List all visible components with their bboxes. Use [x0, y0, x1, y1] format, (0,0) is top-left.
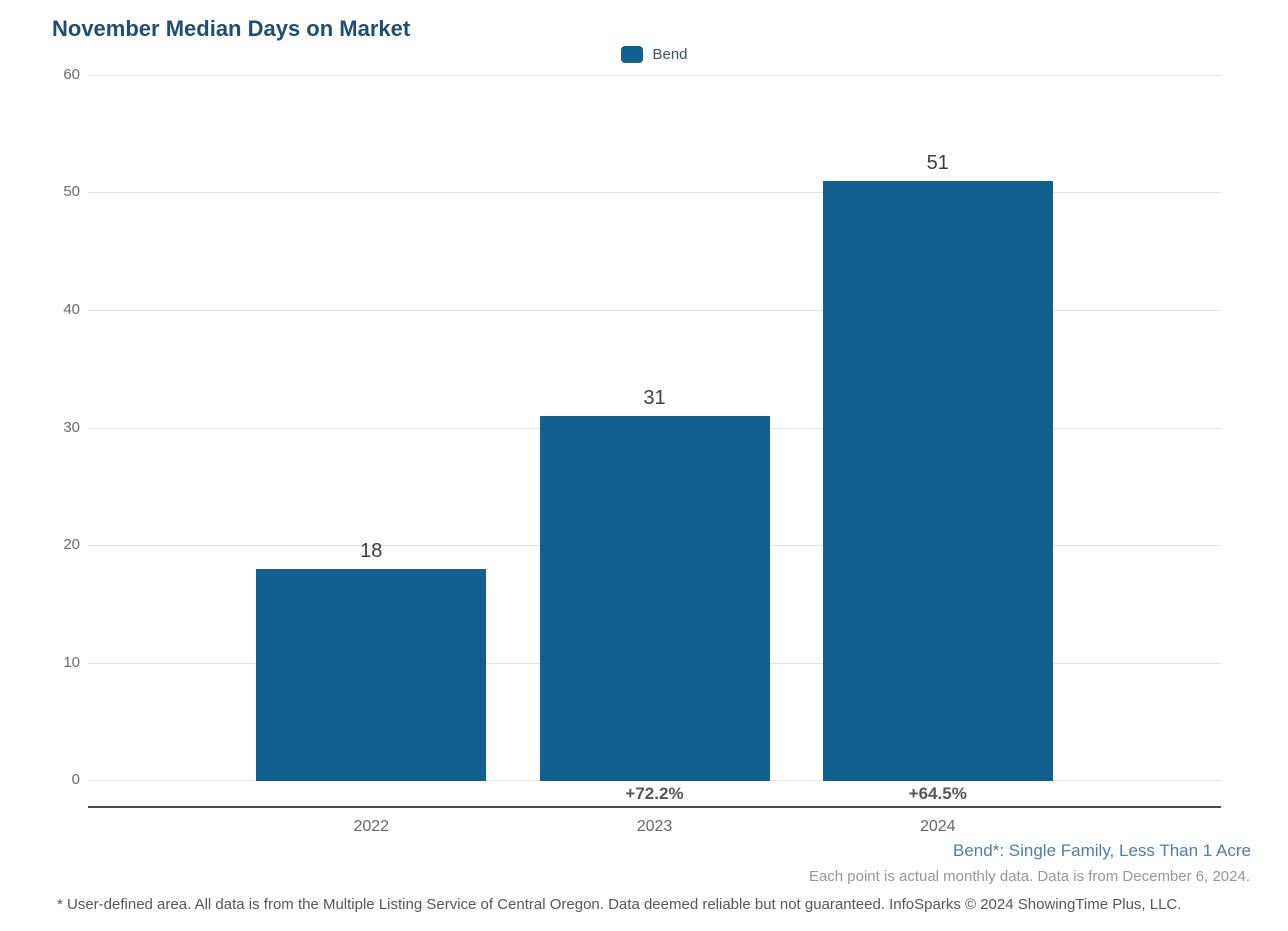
- plot-area: 18 31 51: [88, 75, 1221, 781]
- disclaimer: * User-defined area. All data is from th…: [57, 896, 1182, 913]
- legend: Bend: [88, 46, 1221, 63]
- change-label-2023: +72.2%: [625, 784, 684, 803]
- y-tick-label-20: 20: [63, 536, 80, 553]
- legend-label-bend: Bend: [652, 46, 688, 63]
- gridline-60: [88, 75, 1221, 76]
- bar-value-label-2023: 31: [643, 387, 666, 409]
- data-date-note: Each point is actual monthly data. Data …: [808, 868, 1250, 885]
- gridline-50: [88, 192, 1221, 193]
- y-tick-label-50: 50: [63, 183, 80, 200]
- change-label-2024: +64.5%: [908, 784, 967, 803]
- y-tick-label-30: 30: [63, 419, 80, 436]
- x-axis-labels: 2022 2023 2024: [88, 818, 1221, 838]
- change-row: +72.2% +64.5%: [88, 784, 1221, 806]
- legend-swatch-bend-icon: [621, 46, 644, 63]
- gridline-40: [88, 310, 1221, 311]
- series-description: Bend*: Single Family, Less Than 1 Acre: [953, 841, 1251, 860]
- x-tick-label-2023: 2023: [636, 818, 673, 835]
- x-tick-label-2022: 2022: [353, 818, 390, 835]
- y-tick-label-10: 10: [63, 654, 80, 671]
- x-axis-line: [88, 806, 1221, 808]
- bar-value-label-2024: 51: [926, 152, 949, 174]
- x-tick-label-2024: 2024: [919, 818, 956, 835]
- bar-2022: [256, 569, 487, 781]
- bar-value-label-2022: 18: [360, 540, 383, 562]
- chart-title: November Median Days on Market: [52, 16, 411, 41]
- bar-2024: [822, 181, 1053, 781]
- y-tick-label-0: 0: [71, 771, 80, 788]
- y-tick-label-60: 60: [63, 66, 80, 83]
- y-axis: 0 10 20 30 40 50 60: [0, 66, 80, 788]
- y-tick-label-40: 40: [63, 301, 80, 318]
- bar-2023: [539, 416, 770, 781]
